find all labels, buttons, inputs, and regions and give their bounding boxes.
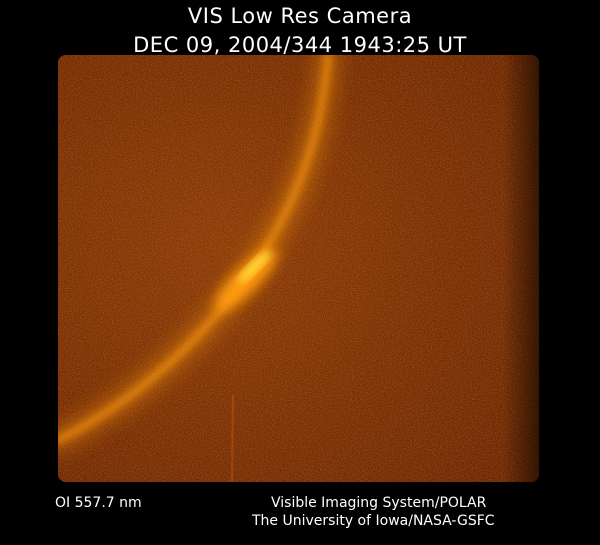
image-timestamp: DEC 09, 2004/344 1943:25 UT — [133, 33, 467, 57]
image-title: VIS Low Res Camera — [187, 4, 413, 28]
image-noise — [58, 55, 539, 482]
image-right-edge-shade — [503, 55, 539, 482]
wavelength-label: OI 557.7 nm — [55, 495, 142, 511]
auroral-image-canvas — [58, 55, 539, 482]
auroral-bright-spot-core — [238, 251, 270, 283]
institution-credit: The University of Iowa/NASA-GSFC — [252, 513, 495, 529]
system-credit: Visible Imaging System/POLAR — [271, 495, 487, 511]
image-vertical-streak — [231, 394, 234, 482]
auroral-image — [58, 55, 539, 482]
